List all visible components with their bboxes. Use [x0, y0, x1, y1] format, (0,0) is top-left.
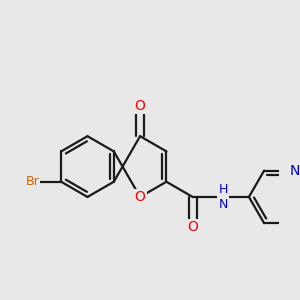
Text: N: N: [289, 164, 300, 178]
Text: O: O: [187, 220, 198, 234]
Text: O: O: [135, 190, 146, 204]
Text: Br: Br: [26, 175, 39, 188]
Text: H
N: H N: [218, 183, 228, 211]
Text: O: O: [135, 99, 146, 113]
